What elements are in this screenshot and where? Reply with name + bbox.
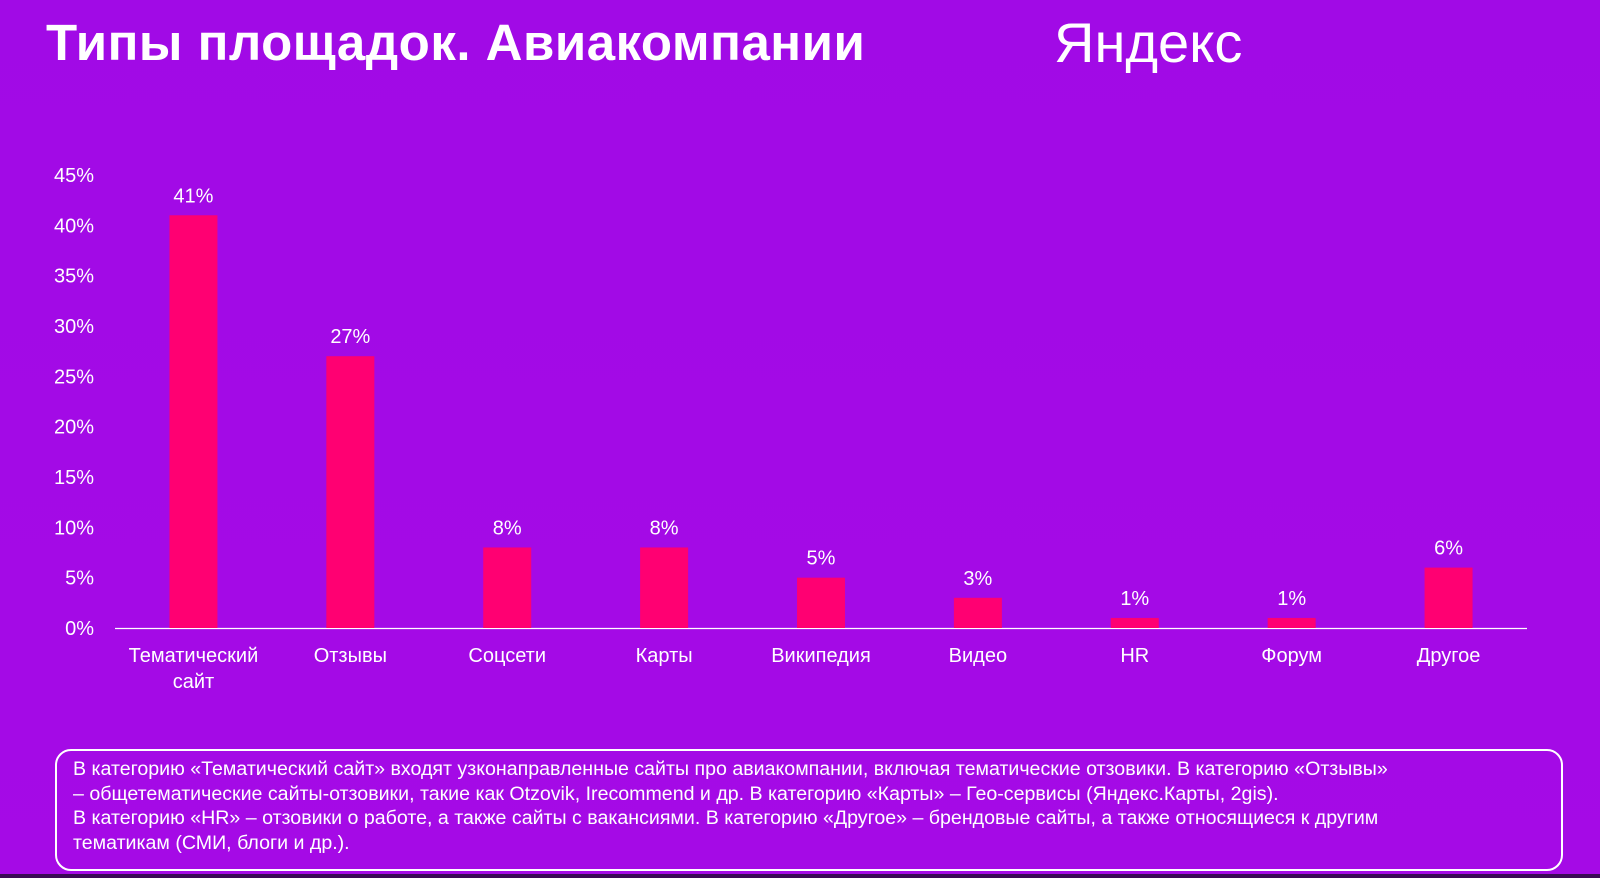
yandex-logo: Яндекс bbox=[1054, 11, 1243, 74]
bar-chart: 0% 5% 10% 15% 20% 25% 30% 35% 40% 45% 41% Тематичес… bbox=[54, 165, 1527, 690]
y-tick-label: 5% bbox=[65, 568, 94, 590]
x-tick-label: Другое bbox=[1417, 645, 1481, 667]
note-line: – общетематические сайты-отзовики, такие… bbox=[73, 782, 1279, 805]
bar bbox=[169, 215, 218, 628]
note-line: тематикам (СМИ, блоги и др.). bbox=[73, 831, 350, 854]
y-tick-label: 30% bbox=[54, 316, 94, 338]
data-label: 3% bbox=[963, 568, 992, 590]
x-tick-label: HR bbox=[1120, 645, 1149, 667]
y-tick-label: 45% bbox=[54, 165, 94, 187]
note-box: В категорию «Тематический сайт» входят у… bbox=[55, 749, 1563, 871]
x-tick-label: Карты bbox=[636, 645, 693, 667]
bottom-strip bbox=[0, 874, 1600, 878]
y-tick-label: 25% bbox=[54, 366, 94, 388]
bar bbox=[953, 597, 1002, 628]
y-tick-label: 35% bbox=[54, 266, 94, 288]
data-label: 41% bbox=[173, 185, 213, 207]
y-tick-label: 10% bbox=[54, 517, 94, 539]
note-line: В категорию «HR» – отзовики о работе, а … bbox=[73, 807, 1379, 829]
bar bbox=[1424, 567, 1473, 628]
data-label: 6% bbox=[1434, 538, 1463, 560]
x-tick-label: Тематический bbox=[129, 645, 259, 667]
note-line: В категорию «Тематический сайт» входят у… bbox=[73, 758, 1388, 780]
data-label: 8% bbox=[650, 517, 679, 539]
data-label: 27% bbox=[330, 326, 370, 348]
x-tick-label: Форум bbox=[1261, 645, 1322, 667]
bar bbox=[326, 356, 375, 628]
data-label: 5% bbox=[807, 548, 836, 570]
y-tick-label: 40% bbox=[54, 215, 94, 237]
bar bbox=[1110, 617, 1159, 628]
bar bbox=[1267, 617, 1316, 628]
data-label: 1% bbox=[1120, 588, 1149, 610]
bar bbox=[640, 547, 689, 628]
y-tick-label: 20% bbox=[54, 417, 94, 439]
bar bbox=[483, 547, 532, 628]
x-tick-label: Видео bbox=[949, 645, 1007, 667]
page-title: Типы площадок. Авиакомпании bbox=[46, 14, 866, 71]
x-tick-label: сайт bbox=[173, 671, 214, 690]
y-tick-label: 0% bbox=[65, 618, 94, 640]
x-tick-label: Соцсети bbox=[468, 645, 546, 667]
x-tick-label: Википедия bbox=[771, 645, 871, 667]
bar bbox=[797, 577, 845, 628]
x-tick-label: Отзывы bbox=[314, 645, 387, 667]
y-tick-label: 15% bbox=[54, 467, 94, 489]
data-label: 8% bbox=[493, 517, 522, 539]
data-label: 1% bbox=[1277, 588, 1306, 610]
